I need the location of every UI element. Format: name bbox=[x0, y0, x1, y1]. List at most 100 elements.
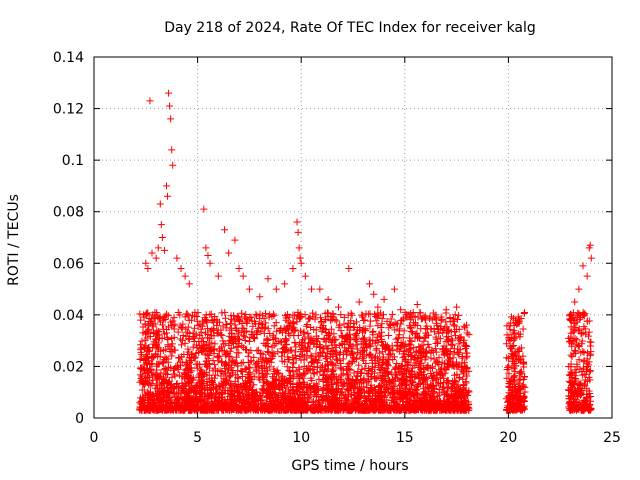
roti-point bbox=[178, 325, 186, 333]
roti-point bbox=[198, 347, 206, 355]
y-tick-label: 0.02 bbox=[53, 359, 84, 375]
roti-point bbox=[567, 351, 575, 359]
roti-point bbox=[159, 398, 167, 406]
roti-point bbox=[343, 347, 351, 355]
roti-point bbox=[405, 342, 413, 350]
roti-point bbox=[284, 378, 292, 386]
roti-point bbox=[208, 339, 216, 347]
roti-point bbox=[383, 317, 391, 325]
roti-peak-point bbox=[281, 280, 289, 288]
roti-point bbox=[510, 352, 518, 360]
roti-point bbox=[196, 366, 204, 374]
roti-point bbox=[235, 327, 243, 335]
roti-point bbox=[197, 369, 205, 377]
roti-peak-point bbox=[167, 115, 175, 123]
roti-point bbox=[359, 344, 367, 352]
roti-point bbox=[270, 322, 278, 330]
roti-point bbox=[443, 349, 451, 357]
roti-point bbox=[251, 390, 259, 398]
roti-point bbox=[405, 385, 413, 393]
roti-point bbox=[262, 363, 270, 371]
roti-point bbox=[323, 309, 331, 317]
roti-point bbox=[280, 393, 288, 401]
roti-point bbox=[142, 311, 150, 319]
roti-point bbox=[247, 357, 255, 365]
roti-point bbox=[325, 382, 333, 390]
roti-peak-point bbox=[461, 324, 469, 332]
roti-point bbox=[142, 328, 150, 336]
roti-point bbox=[576, 388, 584, 396]
roti-point bbox=[581, 325, 589, 333]
roti-point bbox=[411, 321, 419, 329]
roti-point bbox=[343, 363, 351, 371]
roti-point bbox=[383, 359, 391, 367]
roti-point bbox=[569, 391, 577, 399]
roti-point bbox=[403, 406, 411, 414]
roti-point bbox=[328, 315, 336, 323]
roti-point bbox=[247, 376, 255, 384]
roti-point bbox=[444, 405, 452, 413]
roti-peak-point bbox=[366, 280, 374, 288]
roti-point bbox=[379, 311, 387, 319]
roti-point bbox=[514, 313, 522, 321]
roti-point bbox=[254, 358, 262, 366]
roti-point bbox=[268, 313, 276, 321]
roti-point bbox=[352, 318, 360, 326]
roti-point bbox=[235, 314, 243, 322]
roti-point bbox=[177, 406, 185, 414]
roti-point bbox=[278, 357, 286, 365]
roti-point bbox=[204, 334, 212, 342]
roti-point bbox=[195, 382, 203, 390]
roti-point bbox=[284, 356, 292, 364]
roti-point bbox=[283, 383, 291, 391]
roti-point bbox=[511, 393, 519, 401]
roti-point bbox=[450, 345, 458, 353]
roti-peak-point bbox=[169, 161, 177, 169]
roti-point bbox=[232, 343, 240, 351]
roti-point bbox=[218, 389, 226, 397]
roti-point bbox=[194, 322, 202, 330]
roti-point bbox=[305, 395, 313, 403]
roti-point bbox=[406, 374, 414, 382]
roti-point bbox=[185, 335, 193, 343]
roti-point bbox=[465, 406, 473, 414]
roti-point bbox=[269, 352, 277, 360]
roti-point bbox=[169, 366, 177, 374]
roti-point bbox=[320, 384, 328, 392]
roti-point bbox=[435, 385, 443, 393]
roti-point bbox=[356, 394, 364, 402]
roti-point bbox=[447, 341, 455, 349]
x-tick-label: 0 bbox=[90, 430, 99, 446]
roti-point bbox=[175, 354, 183, 362]
roti-point bbox=[333, 396, 341, 404]
roti-point bbox=[420, 380, 428, 388]
roti-point bbox=[416, 309, 424, 317]
roti-point bbox=[221, 380, 229, 388]
roti-point bbox=[189, 353, 197, 361]
roti-peak-point bbox=[204, 252, 212, 260]
roti-point bbox=[575, 356, 583, 364]
roti-point bbox=[242, 315, 250, 323]
roti-point bbox=[287, 375, 295, 383]
roti-point bbox=[586, 368, 594, 376]
roti-point bbox=[235, 395, 243, 403]
roti-point bbox=[508, 375, 516, 383]
roti-point bbox=[293, 318, 301, 326]
roti-point bbox=[148, 400, 156, 408]
roti-point bbox=[310, 390, 318, 398]
roti-peak-point bbox=[308, 285, 316, 293]
roti-point bbox=[572, 375, 580, 383]
roti-point bbox=[328, 360, 336, 368]
roti-point bbox=[222, 351, 230, 359]
roti-point bbox=[137, 348, 145, 356]
roti-point bbox=[441, 390, 449, 398]
roti-point bbox=[336, 357, 344, 365]
roti-point bbox=[178, 358, 186, 366]
roti-point bbox=[434, 338, 442, 346]
roti-point bbox=[231, 377, 239, 385]
roti-point bbox=[234, 389, 242, 397]
roti-point bbox=[408, 381, 416, 389]
roti-point bbox=[152, 403, 160, 411]
roti-point bbox=[310, 369, 318, 377]
roti-point bbox=[436, 325, 444, 333]
